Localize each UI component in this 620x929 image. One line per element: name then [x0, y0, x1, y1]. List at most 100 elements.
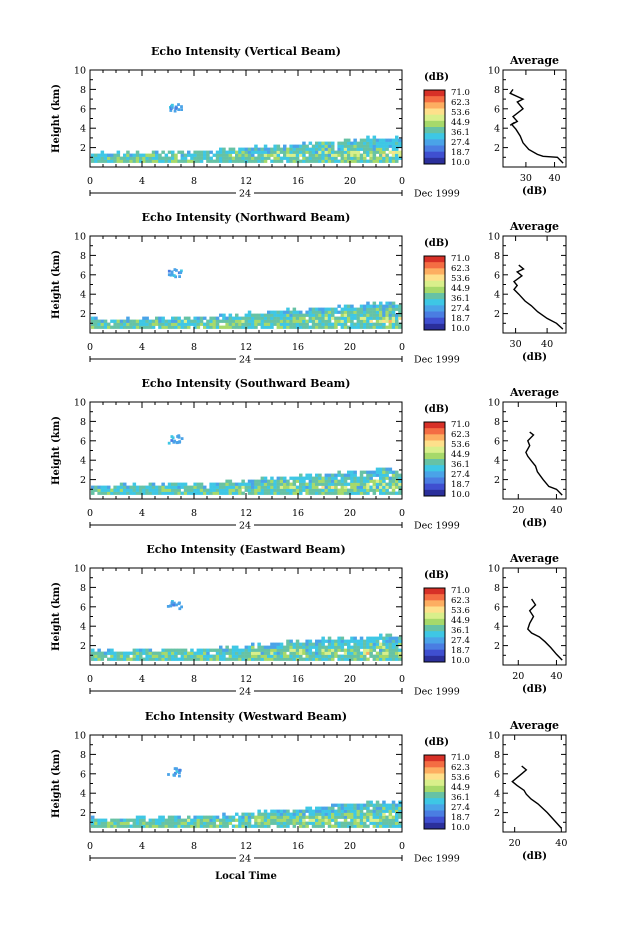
heatmap-cell — [254, 818, 258, 822]
heatmap-cell — [283, 147, 287, 151]
heatmap-cell — [350, 491, 354, 495]
heatmap-cell — [270, 491, 274, 495]
heatmap-cell — [350, 141, 354, 145]
heatmap-cell — [321, 488, 325, 492]
heatmap-cell — [350, 803, 354, 807]
heatmap-cell — [183, 316, 188, 320]
heatmap-cell — [123, 153, 127, 157]
heatmap-cell — [100, 651, 105, 655]
heatmap-cell — [263, 488, 268, 492]
heatmap-cell — [350, 645, 354, 649]
heatmap-cell — [398, 150, 402, 154]
heatmap-cell — [315, 812, 319, 816]
heatmap-cell — [318, 473, 322, 477]
heatmap-cell — [158, 153, 162, 157]
heatmap-cell — [315, 473, 319, 477]
heatmap-cell — [151, 159, 156, 163]
heatmap-cell — [235, 488, 239, 492]
heatmap-cell — [289, 156, 293, 160]
heatmap-cell — [337, 821, 341, 825]
heatmap-cell — [302, 150, 306, 154]
heatmap-cell — [340, 316, 345, 320]
heatmap-cell — [375, 473, 380, 477]
heatmap-cell — [164, 488, 169, 492]
colorbar-swatch — [424, 631, 445, 638]
heatmap-cell — [279, 316, 284, 320]
heatmap-cell — [171, 156, 175, 160]
heatmap-cell — [247, 818, 252, 822]
heatmap-cell — [369, 488, 373, 492]
heatmap-cell — [331, 639, 335, 643]
heatmap-cell — [155, 824, 159, 828]
heatmap-cell — [292, 325, 297, 329]
heatmap-cell — [183, 657, 188, 661]
heatmap-cell — [321, 316, 325, 320]
heatmap-cell — [199, 482, 204, 486]
heatmap-cell — [135, 654, 140, 658]
heatmap-cell — [311, 651, 316, 655]
heatmap-cell — [97, 319, 101, 323]
heatmap-cell — [273, 144, 277, 148]
heatmap-cell — [177, 319, 181, 323]
colorbar-tick-label: 10.0 — [451, 324, 470, 334]
avg-x-label: (dB) — [522, 851, 547, 862]
heatmap-cell — [302, 316, 306, 320]
heatmap-cell — [363, 470, 367, 474]
heatmap-cell — [103, 818, 108, 822]
heatmap-cell — [347, 476, 351, 480]
heatmap-cell — [148, 482, 153, 486]
heatmap-cell — [180, 153, 185, 157]
heatmap-cell — [126, 821, 130, 825]
heatmap-cell — [279, 313, 284, 317]
y-tick-label: 4 — [80, 124, 86, 135]
heatmap-cell — [273, 815, 277, 819]
heatmap-cell — [308, 473, 313, 477]
heatmap-cell — [235, 648, 239, 652]
heatmap-cell — [324, 147, 329, 151]
heatmap-cell — [379, 138, 383, 142]
heatmap-cell — [331, 651, 335, 655]
heatmap-cell — [123, 159, 127, 163]
heatmap-cell — [350, 639, 354, 643]
heatmap-cell — [196, 325, 201, 329]
panel-1: Echo Intensity (Northward Beam)Height (k… — [51, 211, 567, 366]
heatmap-cell — [363, 657, 367, 661]
heatmap-cell — [331, 645, 335, 649]
heatmap-cell — [254, 482, 258, 486]
heatmap-cell — [119, 824, 124, 828]
heatmap-cell — [247, 310, 252, 314]
heatmap-cell — [155, 818, 159, 822]
x-tick-label: 8 — [191, 841, 197, 852]
x-tick-label: 16 — [292, 342, 304, 353]
heatmap-cell — [110, 648, 114, 652]
heatmap-cell — [292, 818, 297, 822]
heatmap-cell — [388, 485, 393, 489]
heatmap-cell — [343, 310, 348, 314]
heatmap-cell — [174, 824, 178, 828]
heatmap-cell — [180, 105, 183, 108]
heatmap-cell — [196, 648, 201, 652]
heatmap-cell — [212, 818, 217, 822]
heatmap-cell — [353, 159, 357, 163]
heatmap-cell — [318, 818, 322, 822]
heatmap-cell — [228, 488, 233, 492]
heatmap-cell — [283, 809, 287, 813]
heatmap-cell — [286, 159, 290, 163]
heatmap-cell — [91, 815, 95, 819]
heatmap-cell — [379, 319, 383, 323]
heatmap-cell — [321, 654, 325, 658]
heatmap-cell — [340, 156, 345, 160]
heatmap-cell — [97, 648, 101, 652]
heatmap-cell — [222, 815, 226, 819]
heatmap-cell — [366, 818, 370, 822]
heatmap-cell — [334, 488, 338, 492]
heatmap-cell — [353, 313, 357, 317]
heatmap-cell — [289, 639, 293, 643]
heatmap-cell — [219, 325, 223, 329]
heatmap-cell — [295, 310, 300, 314]
heatmap-cell — [251, 150, 255, 154]
heatmap-cell — [382, 485, 386, 489]
heatmap-cell — [369, 159, 373, 163]
heatmap-cell — [244, 818, 249, 822]
heatmap-cell — [295, 821, 300, 825]
